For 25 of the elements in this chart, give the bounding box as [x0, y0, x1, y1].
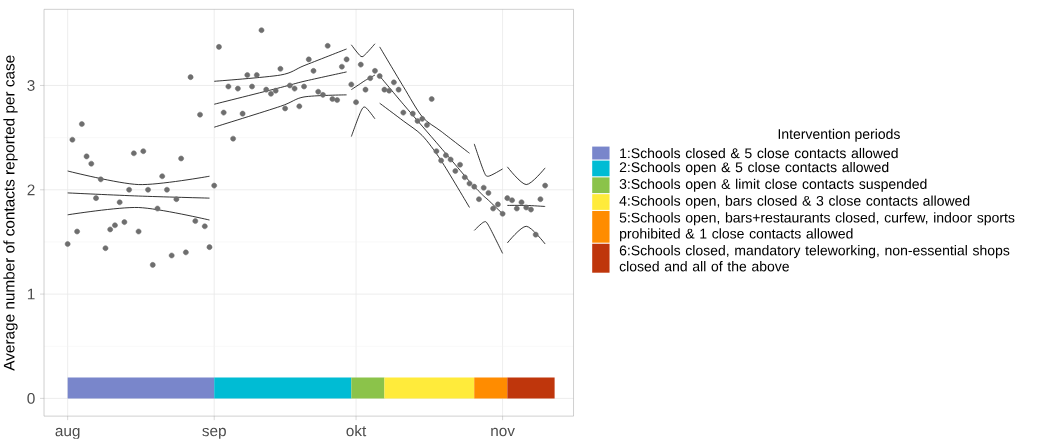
- line-series: [213, 48, 347, 82]
- line-series: [379, 102, 470, 209]
- legend-label: 5:Schools open, bars+restaurants closed, curfew, indoor sports prohibited & 1 close contacts allowed: [619, 212, 1015, 242]
- x-tick-label: aug: [55, 427, 80, 439]
- line-series: [350, 43, 376, 57]
- y-tick-label: 2: [27, 184, 35, 196]
- legend-label: 3:Schools open & limit close contacts suspended: [619, 178, 927, 192]
- y-axis-title: Average number of contacts reported per case: [3, 55, 18, 371]
- line-series: [473, 221, 503, 254]
- legend-title: Intervention periods: [778, 128, 900, 142]
- x-tick-label: sep: [202, 427, 226, 439]
- legend-label: 4:Schools open, bars closed & 3 close contacts allowed: [619, 195, 970, 209]
- y-tick-label: 1: [27, 288, 35, 300]
- x-tick-label: nov: [491, 427, 515, 437]
- line-series: [350, 107, 376, 138]
- y-tick-label: 0: [27, 393, 35, 404]
- y-tick-label: 3: [27, 80, 35, 91]
- line-series: [379, 46, 470, 154]
- legend-label: 6:Schools closed, mandatory teleworking, non-essential shops closed and all of the above: [619, 245, 1010, 272]
- line-series: [473, 143, 503, 177]
- x-tick-label: okt: [346, 425, 367, 437]
- legend-label: 1:Schools closed & 5 close contacts allowed: [620, 148, 898, 159]
- legend-label: 2:Schools open & 5 close contacts allowed: [619, 162, 889, 176]
- line-series: [213, 94, 347, 128]
- line-series: [213, 71, 347, 105]
